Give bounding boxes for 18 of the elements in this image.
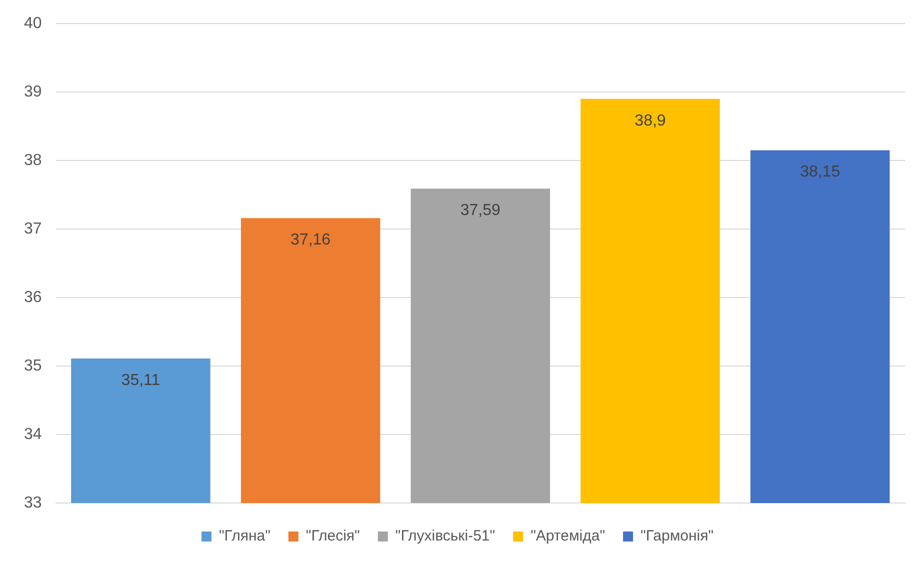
legend-label: "Гармонія" — [640, 528, 714, 545]
legend-label: "Глесія" — [306, 528, 360, 545]
y-tick-label: 40 — [24, 15, 42, 32]
y-tick-label: 35 — [24, 357, 42, 374]
data-label: 35,11 — [121, 372, 160, 389]
y-tick-label: 34 — [24, 426, 42, 443]
data-label: 37,59 — [460, 202, 501, 220]
y-tick-label: 39 — [24, 83, 42, 100]
y-tick-label: 37 — [24, 220, 42, 238]
y-tick-label: 33 — [24, 494, 42, 512]
data-label: 38,9 — [634, 112, 666, 130]
y-tick-label: 38 — [24, 152, 42, 169]
legend-label: "Глухівські-51" — [395, 528, 496, 545]
y-tick-label: 36 — [24, 288, 42, 306]
data-label: 37,16 — [290, 232, 331, 249]
legend-label: "Гляна" — [218, 528, 270, 545]
legend-label: "Артеміда" — [530, 528, 606, 545]
data-label: 38,15 — [800, 164, 840, 181]
